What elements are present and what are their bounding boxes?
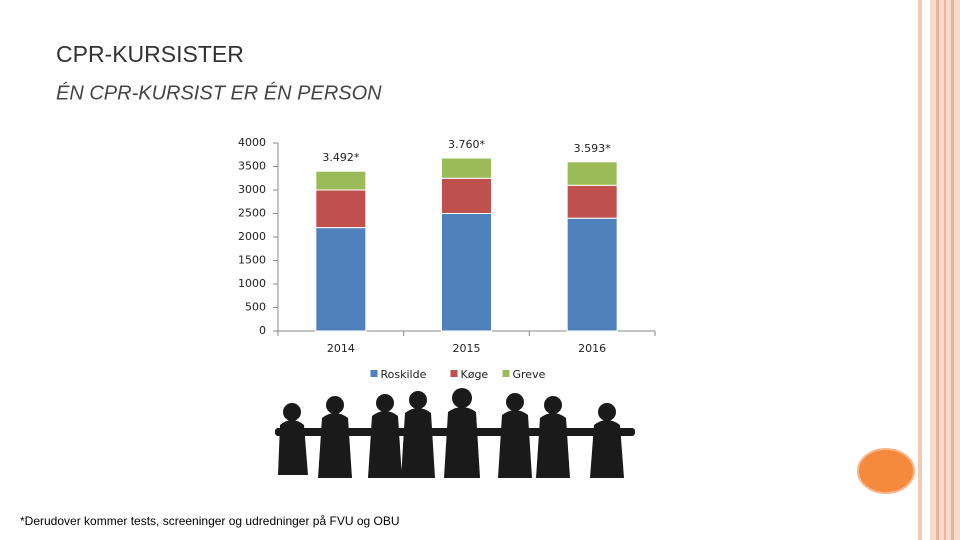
bar-segment xyxy=(566,161,618,186)
decor-circle xyxy=(857,448,915,494)
right-border xyxy=(918,0,960,540)
y-tick-label: 3000 xyxy=(238,183,266,196)
y-tick-label: 4000 xyxy=(238,136,266,149)
bar-segment xyxy=(441,177,492,214)
bar-segment xyxy=(441,157,492,179)
y-tick-label: 2500 xyxy=(238,207,266,220)
x-tick-label: 2014 xyxy=(327,342,355,355)
y-tick-label: 500 xyxy=(245,301,266,314)
bar-annotation: 3.593* xyxy=(574,142,611,155)
legend-swatch xyxy=(450,370,458,377)
legend-label: Roskilde xyxy=(381,368,427,381)
bar-segment xyxy=(315,189,367,229)
legend-swatch xyxy=(370,370,378,377)
legend-label: Køge xyxy=(461,368,489,381)
y-tick-label: 2000 xyxy=(238,230,266,243)
bar-segment xyxy=(441,213,492,332)
y-tick-label: 0 xyxy=(259,324,266,337)
x-tick-label: 2016 xyxy=(578,342,606,355)
x-tick-label: 2015 xyxy=(453,342,481,355)
subtitle: ÉN CPR-KURSIST ER ÉN PERSON xyxy=(56,81,382,104)
people-illustration xyxy=(275,388,635,478)
bar-segment xyxy=(566,184,618,219)
legend-label: Greve xyxy=(513,368,546,381)
y-tick-label: 1000 xyxy=(238,277,266,290)
bar-segment xyxy=(315,170,367,191)
bar-annotation: 3.760* xyxy=(448,138,485,151)
y-tick-label: 3500 xyxy=(238,160,266,173)
legend-swatch xyxy=(502,370,510,377)
y-tick-label: 1500 xyxy=(238,254,266,267)
title: CPR-KURSISTER xyxy=(56,41,244,67)
bar-segment xyxy=(315,227,367,332)
footnote: *Derudover kommer tests, screeninger og … xyxy=(20,514,400,528)
bar-annotation: 3.492* xyxy=(322,151,359,164)
bar-segment xyxy=(566,217,618,332)
